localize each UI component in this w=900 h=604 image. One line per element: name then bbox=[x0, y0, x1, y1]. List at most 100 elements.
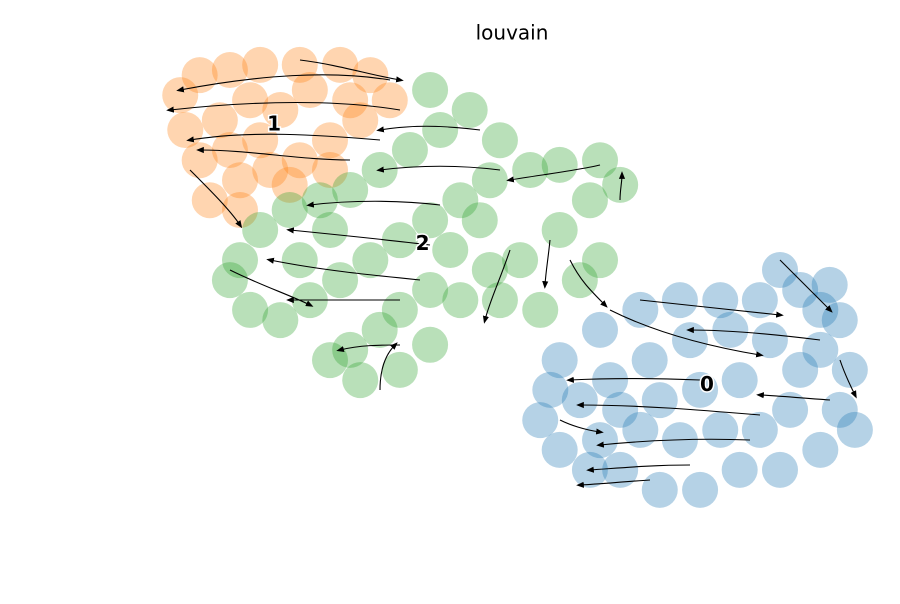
point bbox=[332, 331, 369, 368]
point bbox=[332, 171, 369, 208]
point bbox=[262, 91, 299, 128]
point bbox=[682, 471, 719, 508]
point bbox=[281, 242, 318, 279]
point bbox=[741, 282, 778, 319]
point bbox=[571, 182, 608, 219]
point bbox=[622, 411, 659, 448]
point bbox=[762, 251, 798, 288]
point bbox=[721, 362, 758, 399]
point bbox=[312, 211, 348, 248]
point bbox=[502, 242, 539, 279]
point bbox=[232, 82, 269, 119]
point bbox=[582, 422, 618, 459]
point bbox=[371, 82, 408, 119]
point bbox=[211, 262, 248, 299]
point bbox=[242, 46, 279, 83]
point bbox=[602, 451, 639, 488]
point bbox=[252, 151, 289, 188]
point bbox=[412, 202, 449, 239]
point bbox=[271, 191, 308, 228]
cluster-label: 1 bbox=[267, 111, 281, 135]
point bbox=[802, 431, 839, 468]
point bbox=[751, 322, 788, 359]
point bbox=[836, 411, 873, 448]
point bbox=[541, 146, 578, 183]
point bbox=[782, 271, 819, 308]
point bbox=[831, 351, 868, 388]
point bbox=[702, 411, 739, 448]
point bbox=[631, 342, 668, 379]
point bbox=[322, 262, 359, 299]
streamlines bbox=[166, 59, 857, 488]
point bbox=[802, 331, 839, 368]
point bbox=[481, 122, 518, 159]
point bbox=[242, 211, 279, 248]
point bbox=[412, 326, 449, 363]
cluster-label: 0 bbox=[700, 372, 714, 396]
point bbox=[641, 471, 678, 508]
point bbox=[602, 166, 639, 203]
point bbox=[242, 122, 279, 159]
point bbox=[622, 291, 659, 328]
point bbox=[281, 142, 318, 179]
point bbox=[782, 351, 819, 388]
point bbox=[281, 46, 318, 83]
point bbox=[342, 362, 379, 399]
point bbox=[181, 142, 218, 179]
point bbox=[561, 262, 598, 299]
point bbox=[181, 57, 218, 94]
point bbox=[312, 122, 348, 159]
point bbox=[522, 291, 559, 328]
point bbox=[342, 102, 379, 139]
point bbox=[352, 57, 389, 94]
point bbox=[391, 131, 428, 168]
point bbox=[271, 166, 308, 203]
point bbox=[741, 411, 778, 448]
point bbox=[762, 451, 798, 488]
point bbox=[811, 266, 848, 303]
point bbox=[802, 291, 839, 328]
point bbox=[381, 351, 418, 388]
cluster-label: 2 bbox=[416, 231, 430, 255]
point bbox=[167, 111, 204, 148]
point bbox=[381, 291, 418, 328]
point bbox=[442, 282, 479, 319]
point bbox=[432, 231, 469, 268]
point bbox=[541, 431, 578, 468]
point bbox=[222, 191, 258, 228]
point bbox=[481, 282, 518, 319]
point bbox=[471, 251, 508, 288]
point bbox=[541, 211, 578, 248]
point bbox=[291, 71, 328, 108]
point bbox=[451, 91, 488, 128]
point bbox=[262, 302, 299, 339]
point bbox=[772, 391, 809, 428]
point bbox=[512, 151, 549, 188]
point bbox=[312, 151, 348, 188]
points bbox=[162, 46, 873, 508]
point bbox=[682, 371, 719, 408]
point bbox=[352, 242, 389, 279]
point bbox=[312, 342, 348, 379]
point bbox=[582, 242, 618, 279]
point bbox=[211, 51, 248, 88]
point bbox=[471, 162, 508, 199]
point bbox=[422, 111, 459, 148]
point bbox=[541, 342, 578, 379]
cluster-labels: 0 1 2 bbox=[266, 110, 716, 397]
point bbox=[661, 282, 698, 319]
point bbox=[361, 151, 398, 188]
point bbox=[232, 291, 269, 328]
point bbox=[222, 162, 258, 199]
point bbox=[442, 182, 479, 219]
point bbox=[301, 182, 338, 219]
point bbox=[712, 311, 749, 348]
point bbox=[721, 451, 758, 488]
point bbox=[211, 131, 248, 168]
point bbox=[191, 182, 228, 219]
point bbox=[332, 82, 369, 119]
point bbox=[381, 222, 418, 259]
point bbox=[561, 382, 598, 419]
point bbox=[461, 202, 498, 239]
